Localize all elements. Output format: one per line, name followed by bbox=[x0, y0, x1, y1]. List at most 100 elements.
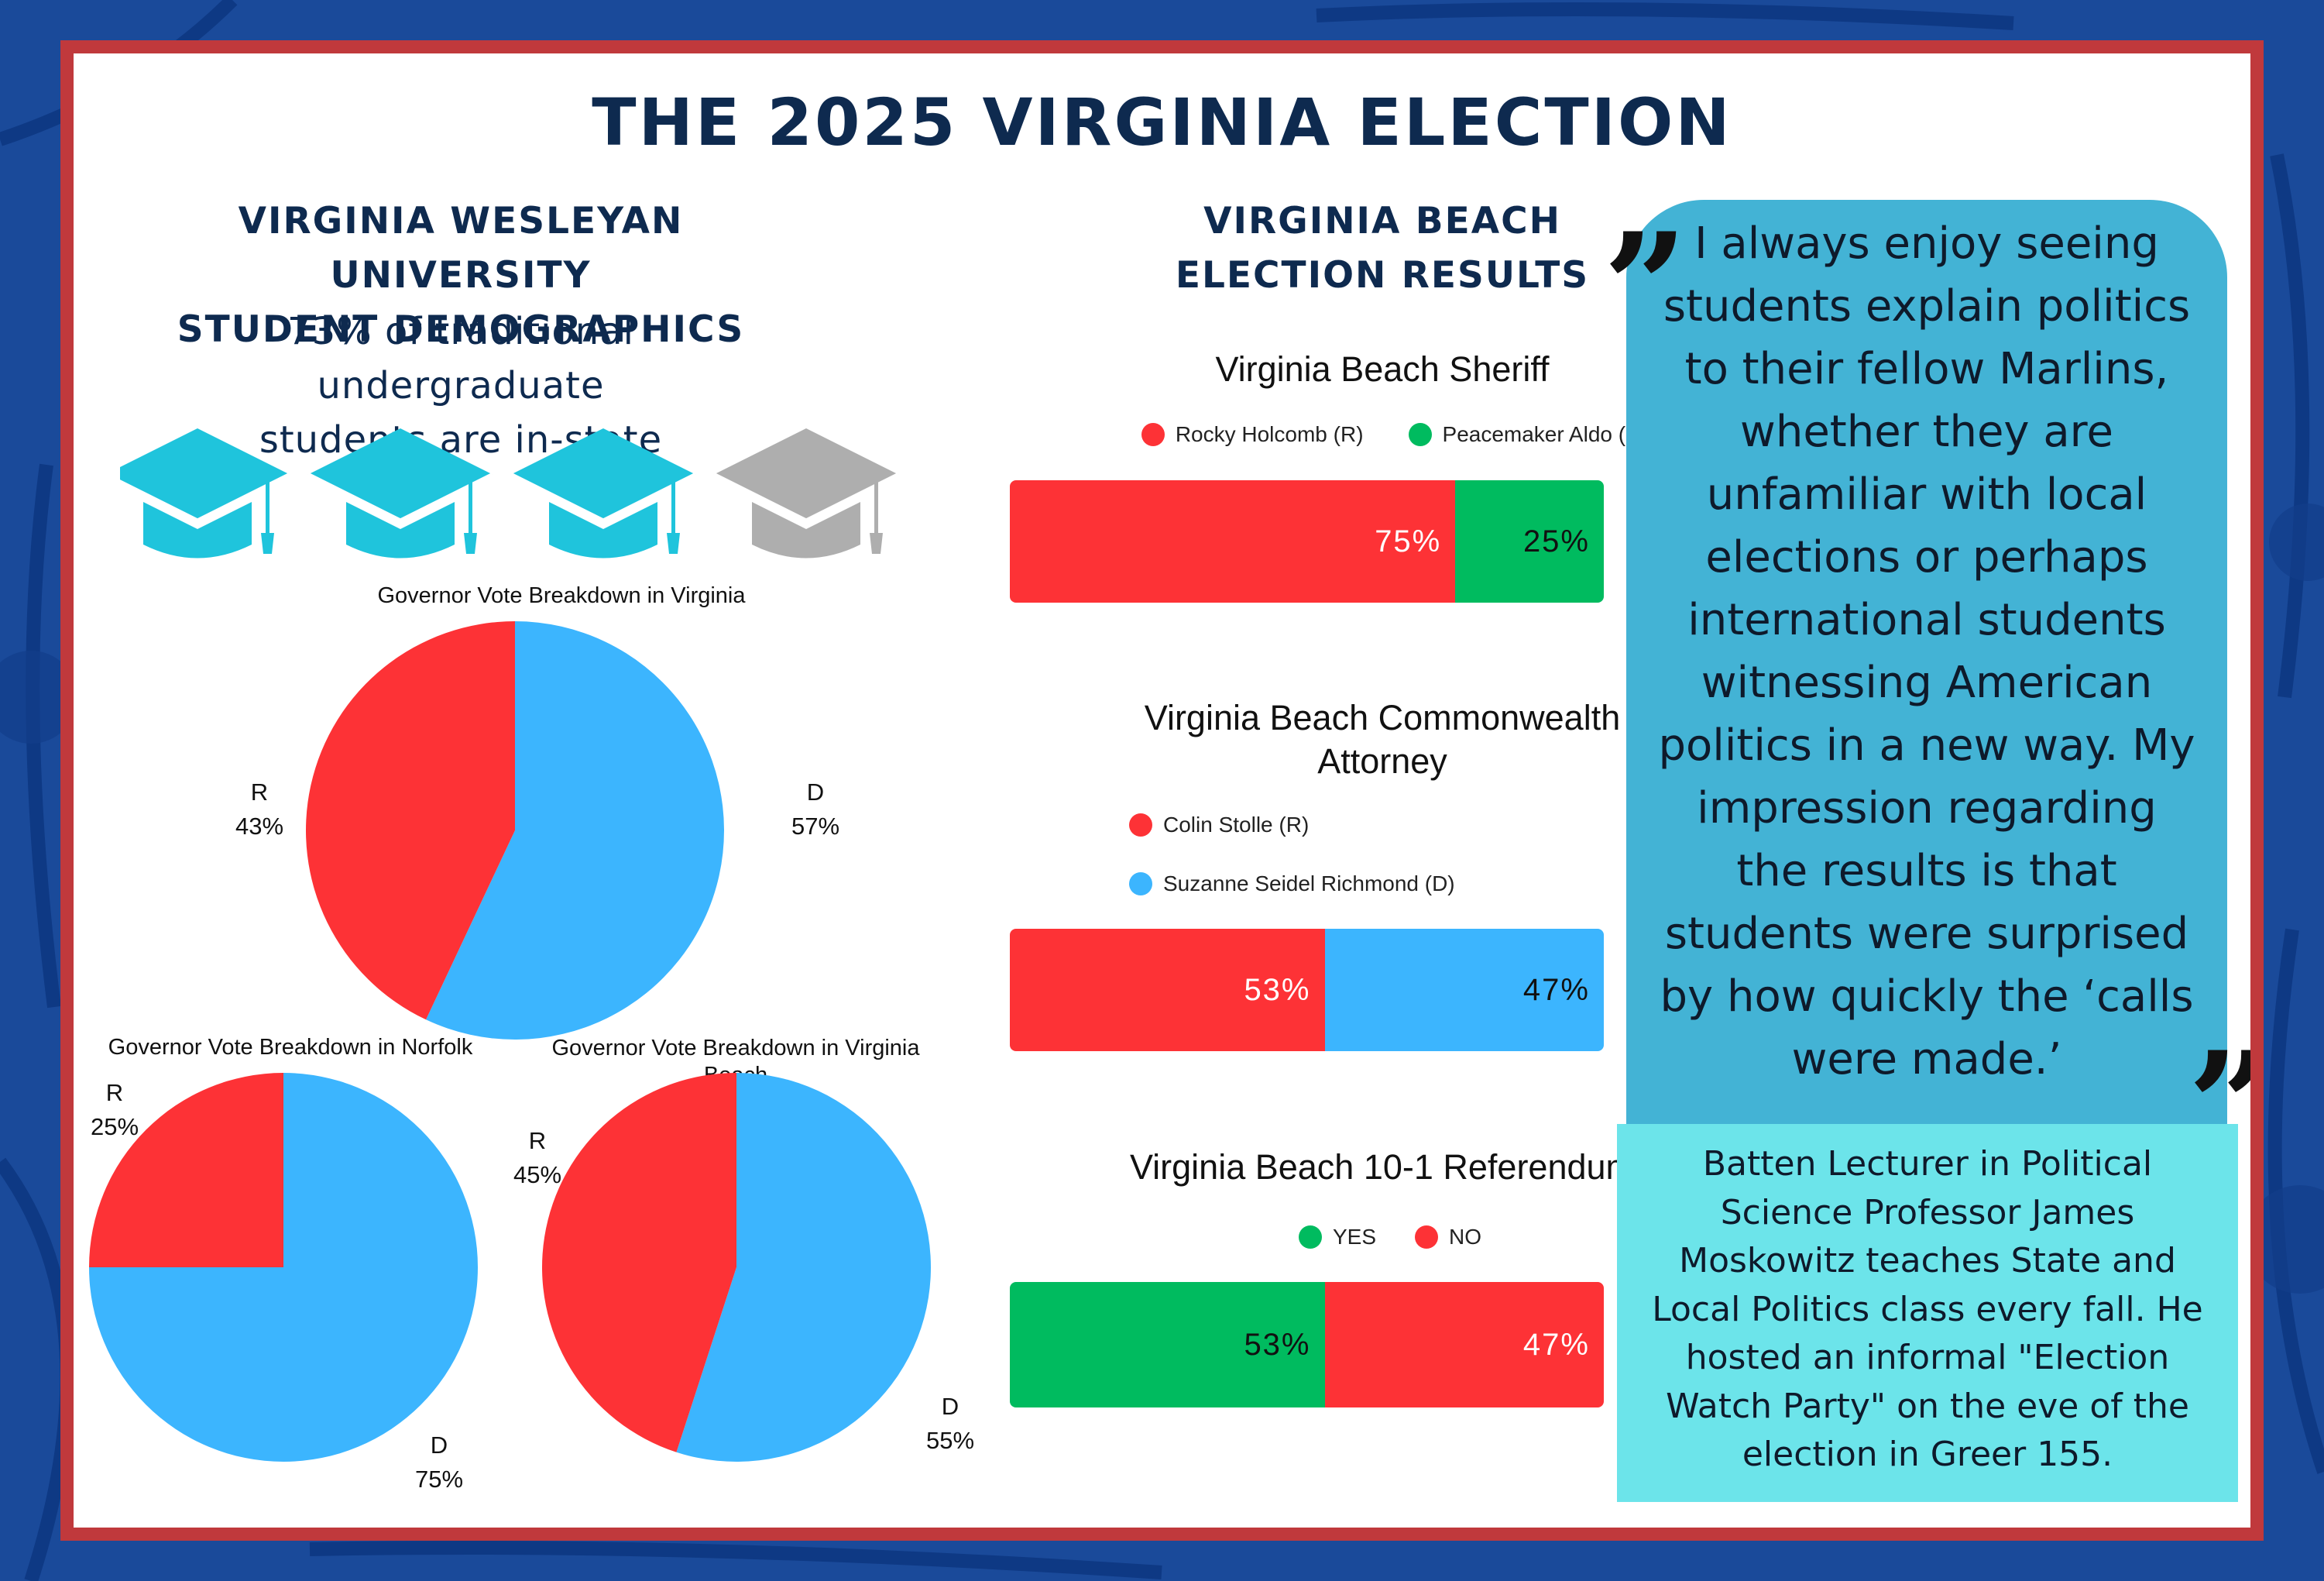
attorney-title-line1: Virginia Beach Commonwealth bbox=[1144, 698, 1621, 737]
pie-slice-r bbox=[306, 621, 515, 1020]
attorney-title-line2: Attorney bbox=[1317, 741, 1447, 781]
attorney-legend-d: Suzanne Seidel Richmond (D) bbox=[1129, 871, 1671, 896]
caption-line: Watch Party" on the eve of the bbox=[1666, 1386, 2189, 1426]
referendum-legend-dot-no bbox=[1415, 1225, 1439, 1249]
attorney-legend-dot-d bbox=[1129, 872, 1152, 895]
quote-line: impression regarding bbox=[1697, 783, 2157, 833]
pie-vabeach-chart bbox=[542, 1073, 931, 1462]
quote-text: I always enjoy seeing students explain po… bbox=[1634, 212, 2219, 1091]
bar-segment-label: 53% bbox=[1244, 972, 1311, 1007]
bar-segment-label: 47% bbox=[1522, 972, 1590, 1007]
quote-line: I always enjoy seeing bbox=[1694, 218, 2159, 269]
bar-segment-label: 25% bbox=[1522, 524, 1590, 559]
pie-virginia-label-r: R 43% bbox=[221, 775, 298, 844]
pie-virginia-title: Governor Vote Breakdown in Virginia bbox=[377, 583, 746, 608]
quote-box bbox=[1626, 200, 2227, 1145]
pie-vabeach-label-d: D 55% bbox=[911, 1390, 989, 1458]
pie-virginia-label-d-name: D bbox=[806, 778, 825, 806]
bar-segment: 25% bbox=[1455, 480, 1604, 603]
quote-line: to their fellow Marlins, bbox=[1684, 344, 2169, 394]
pie-slice-r bbox=[89, 1073, 283, 1267]
attorney-title: Virginia Beach Commonwealth Attorney bbox=[1003, 696, 1762, 783]
bar-segment: 53% bbox=[1010, 1282, 1325, 1407]
quote-line: international students bbox=[1687, 595, 2166, 645]
pie-virginia-label-r-value: 43% bbox=[235, 813, 284, 840]
results-heading-line1: VIRGINIA BEACH bbox=[1203, 200, 1561, 242]
quote-line: students were surprised bbox=[1664, 909, 2189, 959]
pie-virginia-chart bbox=[306, 621, 724, 1040]
pie-slice-d bbox=[676, 1073, 931, 1462]
sheriff-legend-dot-i bbox=[1408, 423, 1432, 446]
graduation-cap-icon bbox=[103, 428, 292, 559]
quote-line: elections or perhaps bbox=[1705, 532, 2148, 583]
pie-vabeach-label-r-name: R bbox=[528, 1127, 547, 1154]
pie-virginia-label-d: D 57% bbox=[777, 775, 854, 844]
quote-line: the results is that bbox=[1736, 846, 2117, 896]
pie-slice-r bbox=[542, 1073, 736, 1452]
bar-segment: 75% bbox=[1010, 480, 1456, 603]
pie-norfolk-label-d-name: D bbox=[430, 1431, 448, 1459]
open-quote-mark: ” bbox=[1603, 201, 1688, 373]
pie-norfolk-label-d: D 75% bbox=[400, 1428, 478, 1497]
caption-box bbox=[1617, 1124, 2238, 1502]
referendum-legend-dot-yes bbox=[1298, 1225, 1322, 1249]
graduation-cap-icon bbox=[306, 428, 495, 559]
referendum-legend-label-yes: YES bbox=[1332, 1225, 1377, 1249]
pie-norfolk-label-d-value: 75% bbox=[414, 1466, 464, 1493]
pie-vabeach-title-line1: Governor Vote Breakdown in Virginia bbox=[551, 1036, 920, 1060]
bar-segment: 47% bbox=[1324, 1282, 1604, 1407]
sheriff-legend: Rocky Holcomb (R) Peacemaker Aldo (I) bbox=[1042, 422, 1739, 447]
attorney-legend-label-d: Suzanne Seidel Richmond (D) bbox=[1163, 871, 1455, 895]
pie-norfolk-chart bbox=[89, 1073, 478, 1462]
sheriff-legend-label-i: Peacemaker Aldo (I) bbox=[1442, 422, 1639, 446]
demographics-stat-line1: 73% of traditional undergraduate bbox=[287, 310, 634, 407]
pie-norfolk-title: Governor Vote Breakdown in Norfolk bbox=[108, 1035, 473, 1060]
sheriff-legend-label-r: Rocky Holcomb (R) bbox=[1175, 422, 1364, 446]
attorney-legend-dot-r bbox=[1129, 813, 1152, 837]
graduation-caps-row bbox=[103, 428, 972, 607]
demographics-heading: VIRGINIA WESLEYAN UNIVERSITY STUDENT DEM… bbox=[166, 194, 755, 357]
graduation-cap-icon bbox=[509, 428, 698, 559]
pie-slice-d bbox=[426, 621, 724, 1040]
pie-vabeach-label-r-value: 45% bbox=[513, 1161, 562, 1188]
pie-vabeach-label-d-value: 55% bbox=[925, 1427, 975, 1454]
pie-norfolk-label-r-value: 25% bbox=[90, 1113, 139, 1140]
caption-line: hosted an informal "Election bbox=[1685, 1338, 2170, 1377]
pie-norfolk-label-r-name: R bbox=[105, 1079, 124, 1106]
pie-virginia-label-r-name: R bbox=[250, 778, 269, 806]
pie-vabeach-label-r: R 45% bbox=[499, 1124, 576, 1192]
caption-text: Batten Lecturer in Political Science Prof… bbox=[1626, 1140, 2229, 1480]
attorney-legend-label-r: Colin Stolle (R) bbox=[1163, 813, 1310, 837]
quote-line: by how quickly the ‘calls bbox=[1660, 971, 2194, 1022]
pie-norfolk-label-r: R 25% bbox=[76, 1076, 153, 1144]
referendum-bar: 53% 47% bbox=[1010, 1282, 1604, 1407]
quote-line: witnessing American bbox=[1701, 658, 2153, 708]
bar-segment-label: 75% bbox=[1375, 524, 1442, 559]
attorney-bar: 53% 47% bbox=[1010, 929, 1604, 1051]
referendum-legend-label-no: NO bbox=[1449, 1225, 1482, 1249]
bar-segment-label: 53% bbox=[1244, 1327, 1311, 1362]
demographics-heading-line2: STUDENT DEMOGRAPHICS bbox=[177, 308, 745, 351]
quote-line: politics in a new way. My bbox=[1658, 720, 2195, 771]
sheriff-title: Virginia Beach Sheriff bbox=[1215, 349, 1550, 389]
pie-virginia-label-d-value: 57% bbox=[791, 813, 840, 840]
quote-line: students explain politics bbox=[1663, 281, 2191, 332]
attorney-legend-r: Colin Stolle (R) bbox=[1129, 813, 1671, 837]
graduation-cap-icon bbox=[712, 428, 901, 559]
caption-line: election in Greer 155. bbox=[1742, 1435, 2113, 1474]
caption-line: Moskowitz teaches State and bbox=[1679, 1241, 2176, 1280]
quote-line: whether they are bbox=[1740, 407, 2113, 457]
caption-line: Local Politics class every fall. He bbox=[1652, 1289, 2203, 1329]
sheriff-bar: 75% 25% bbox=[1010, 480, 1604, 603]
sheriff-legend-dot-r bbox=[1141, 423, 1165, 446]
results-heading: VIRGINIA BEACH ELECTION RESULTS bbox=[1034, 194, 1731, 303]
results-heading-line2: ELECTION RESULTS bbox=[1175, 254, 1590, 297]
caption-line: Science Professor James bbox=[1720, 1192, 2135, 1232]
referendum-legend: YES NO bbox=[1042, 1225, 1739, 1249]
caption-line: Batten Lecturer in Political bbox=[1702, 1144, 2153, 1184]
demographics-heading-line1: VIRGINIA WESLEYAN UNIVERSITY bbox=[238, 200, 684, 297]
graduation-caps bbox=[103, 428, 901, 559]
infographic-panel: THE 2025 VIRGINIA ELECTION VIRGINIA WESL… bbox=[74, 53, 2250, 1528]
pie-vabeach-label-d-name: D bbox=[941, 1393, 959, 1420]
